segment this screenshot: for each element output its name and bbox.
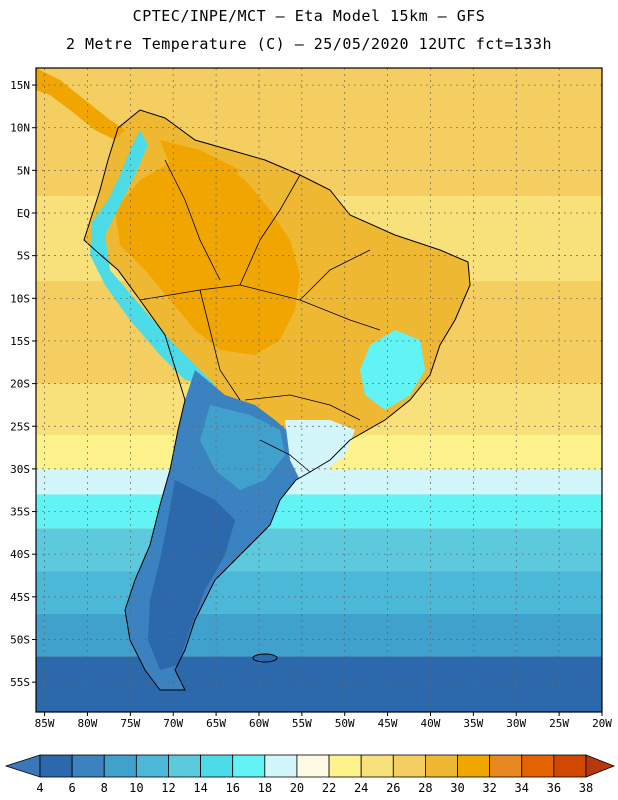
colorbar-box-14 (489, 754, 523, 778)
lon-label-70W: 70W (163, 717, 183, 730)
colorbar-label-22: 22 (322, 781, 336, 795)
lon-label-40W: 40W (421, 717, 441, 730)
country-borders (139, 159, 381, 473)
colorbar-box-4 (168, 754, 201, 778)
lon-label-60W: 60W (249, 717, 269, 730)
lon-label-65W: 65W (206, 717, 226, 730)
lon-label-45W: 45W (378, 717, 398, 730)
lat-label-10N: 10N (10, 122, 30, 135)
colorbar-label-10: 10 (129, 781, 143, 795)
colorbar-box-15 (521, 754, 555, 778)
lat-label-15S: 15S (10, 335, 30, 348)
lat-label-20S: 20S (10, 378, 30, 391)
colorbar-label-34: 34 (515, 781, 529, 795)
colorbar-label-26: 26 (386, 781, 400, 795)
lat-label-40S: 40S (10, 548, 30, 561)
colorbar-box-10 (360, 754, 394, 778)
colorbar-box-3 (135, 754, 169, 778)
colorbar-label-8: 8 (101, 781, 108, 795)
colorbar-label-20: 20 (290, 781, 304, 795)
colorbar-arrow-right (585, 754, 616, 778)
lon-label-30W: 30W (506, 717, 526, 730)
lon-label-20W: 20W (592, 717, 612, 730)
lat-label-55S: 55S (10, 676, 30, 689)
colorbar-label-16: 16 (225, 781, 239, 795)
continent-outline (83, 109, 471, 691)
colorbar-box-0 (39, 754, 73, 778)
falkland-islands (252, 653, 278, 663)
north-hot-area (160, 140, 240, 185)
patagonia-deep (148, 480, 235, 670)
lat-label-25S: 25S (10, 420, 30, 433)
lon-label-55W: 55W (292, 717, 312, 730)
map-frame (35, 67, 603, 713)
colorbar-label-36: 36 (547, 781, 561, 795)
colorbar-box-13 (457, 754, 491, 778)
longitude-labels: 85W 80W 75W 70W 65W 60W 55W 50W 45W 40W 35W 30W 25W 2… (35, 712, 612, 730)
lat-label-5S: 5S (17, 250, 30, 263)
lon-label-25W: 25W (549, 717, 569, 730)
lat-label-50S: 50S (10, 633, 30, 646)
lat-label-15N: 15N (10, 79, 30, 92)
lon-label-80W: 80W (78, 717, 98, 730)
colorbar-box-7 (264, 754, 298, 778)
lat-label-45S: 45S (10, 591, 30, 604)
southeast-brazil-patch (360, 330, 425, 410)
colorbar-labels: 4 6 8 10 12 14 16 18 20 22 24 26 28 30 32 34 36 38 (36, 781, 593, 795)
lon-label-85W: 85W (35, 717, 55, 730)
lat-label-35S: 35S (10, 506, 30, 519)
colorbar-label-4: 4 (36, 781, 43, 795)
colorbar-box-9 (328, 754, 362, 778)
lon-label-75W: 75W (120, 717, 140, 730)
colorbar-label-6: 6 (69, 781, 76, 795)
ocean-band-9 (36, 613, 602, 657)
lon-label-50W: 50W (335, 717, 355, 730)
lon-label-35W: 35W (463, 717, 483, 730)
latitude-labels: 15N 10N 5N EQ 5S 10S 15S 20S 25S 30S 35S 40S 45S 50S 5… (10, 79, 36, 689)
colorbar-box-16 (553, 754, 587, 778)
colorbar-label-38: 38 (579, 781, 593, 795)
colorbar-box-12 (425, 754, 458, 778)
map-title-line2: 2 Metre Temperature (C) – 25/05/2020 12U… (65, 35, 553, 53)
andes-cool-strip (90, 130, 215, 385)
colorbar-label-18: 18 (258, 781, 272, 795)
colorbar-label-32: 32 (482, 781, 496, 795)
colorbar-box-6 (232, 754, 266, 778)
ocean-band-7 (36, 528, 602, 572)
colorbar (4, 754, 616, 778)
colorbar-box-5 (200, 754, 234, 778)
colorbar-label-30: 30 (450, 781, 464, 795)
colorbar-box-11 (392, 754, 426, 778)
amazon-hot-area (115, 160, 300, 355)
colorbar-label-24: 24 (354, 781, 368, 795)
colorbar-box-1 (71, 754, 105, 778)
land-field (36, 68, 471, 691)
colorbar-label-12: 12 (161, 781, 175, 795)
ocean-band-8 (36, 571, 602, 614)
central-america (36, 68, 125, 140)
south-brazil-transition (285, 420, 355, 480)
map-grid (36, 68, 603, 712)
lat-label-EQ: EQ (17, 207, 30, 220)
colorbar-arrow-left (4, 754, 41, 778)
colorbar-box-2 (103, 754, 137, 778)
southern-cone-mid (200, 405, 285, 490)
lat-label-5N: 5N (17, 164, 30, 177)
ocean-band-10 (36, 656, 602, 712)
colorbar-label-14: 14 (193, 781, 207, 795)
lat-label-10S: 10S (10, 292, 30, 305)
colorbar-box-8 (296, 754, 330, 778)
lat-label-30S: 30S (10, 463, 30, 476)
map-title-line1: CPTEC/INPE/MCT – Eta Model 15km – GFS (132, 7, 486, 25)
colorbar-label-28: 28 (418, 781, 432, 795)
